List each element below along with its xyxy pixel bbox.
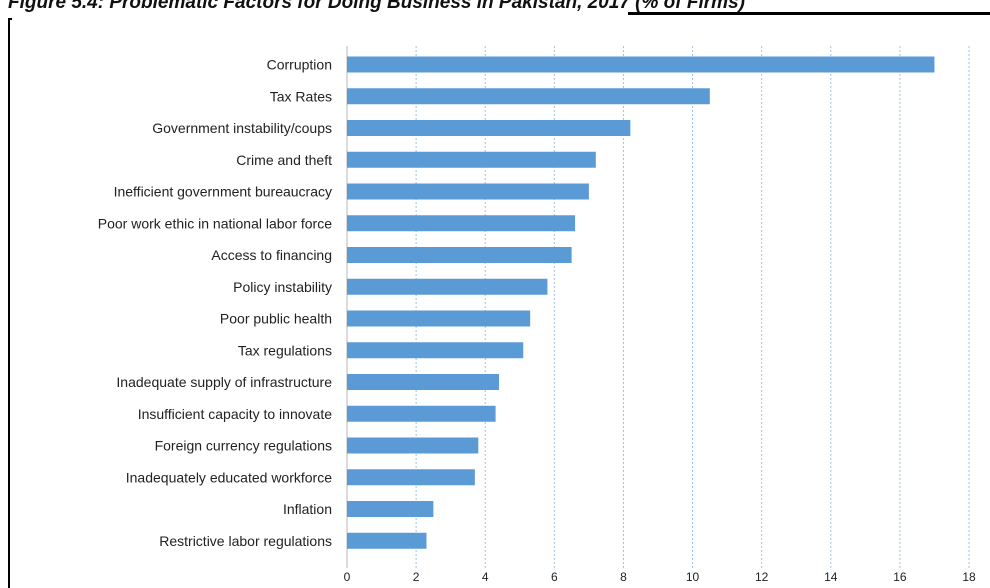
category-label: Policy instability (233, 279, 332, 295)
category-label: Government instability/coups (152, 120, 332, 136)
category-label: Inadequately educated workforce (126, 469, 332, 485)
bar (347, 374, 500, 390)
category-label: Poor work ethic in national labor force (98, 215, 332, 231)
category-label: Foreign currency regulations (155, 438, 332, 454)
bar (347, 120, 631, 136)
category-label: Inadequate supply of infrastructure (116, 374, 332, 390)
bar (347, 469, 475, 486)
x-tick-label: 12 (755, 570, 769, 584)
category-label: Insufficient capacity to innovate (138, 406, 333, 422)
category-label: Tax Rates (270, 88, 332, 104)
bar (347, 88, 710, 105)
bar (347, 532, 427, 549)
figure-title: Figure 5.4: Problematic Factors for Doin… (8, 0, 745, 13)
category-label: Corruption (267, 57, 332, 73)
x-tick-label: 0 (344, 570, 351, 584)
category-label: Inflation (283, 501, 332, 517)
category-label: Access to financing (211, 247, 332, 263)
category-label: Restrictive labor regulations (159, 533, 332, 549)
bar (347, 151, 596, 168)
x-tick-label: 6 (551, 570, 558, 584)
x-tick-label: 18 (962, 570, 976, 584)
category-labels: Corruption Tax Rates Government instabilit… (98, 57, 332, 549)
bar (347, 310, 531, 327)
frame-left-border (8, 18, 10, 588)
bar (347, 405, 496, 422)
category-label: Poor public health (220, 311, 332, 327)
bar (347, 183, 589, 200)
x-tick-label: 10 (686, 570, 700, 584)
x-tick-label: 16 (893, 570, 907, 584)
bars (347, 56, 935, 549)
x-tick-label: 4 (482, 570, 489, 584)
gridlines (346, 46, 970, 568)
x-tick-label: 8 (620, 570, 627, 584)
category-label: Inefficient government bureaucracy (114, 184, 332, 200)
bar (347, 56, 935, 73)
bar (347, 342, 524, 359)
bar (347, 501, 434, 517)
bar (347, 437, 479, 454)
bar (347, 247, 572, 263)
title-underline-rule (628, 12, 990, 15)
frame-corner-tick (8, 18, 12, 20)
bar (347, 278, 548, 295)
bar (347, 215, 576, 232)
x-axis-tick-labels: 0 2 4 6 8 10 12 14 16 18 (344, 570, 976, 584)
x-tick-label: 14 (824, 570, 838, 584)
category-label: Crime and theft (236, 152, 332, 168)
x-tick-label: 2 (413, 570, 420, 584)
category-label: Tax regulations (238, 342, 332, 358)
